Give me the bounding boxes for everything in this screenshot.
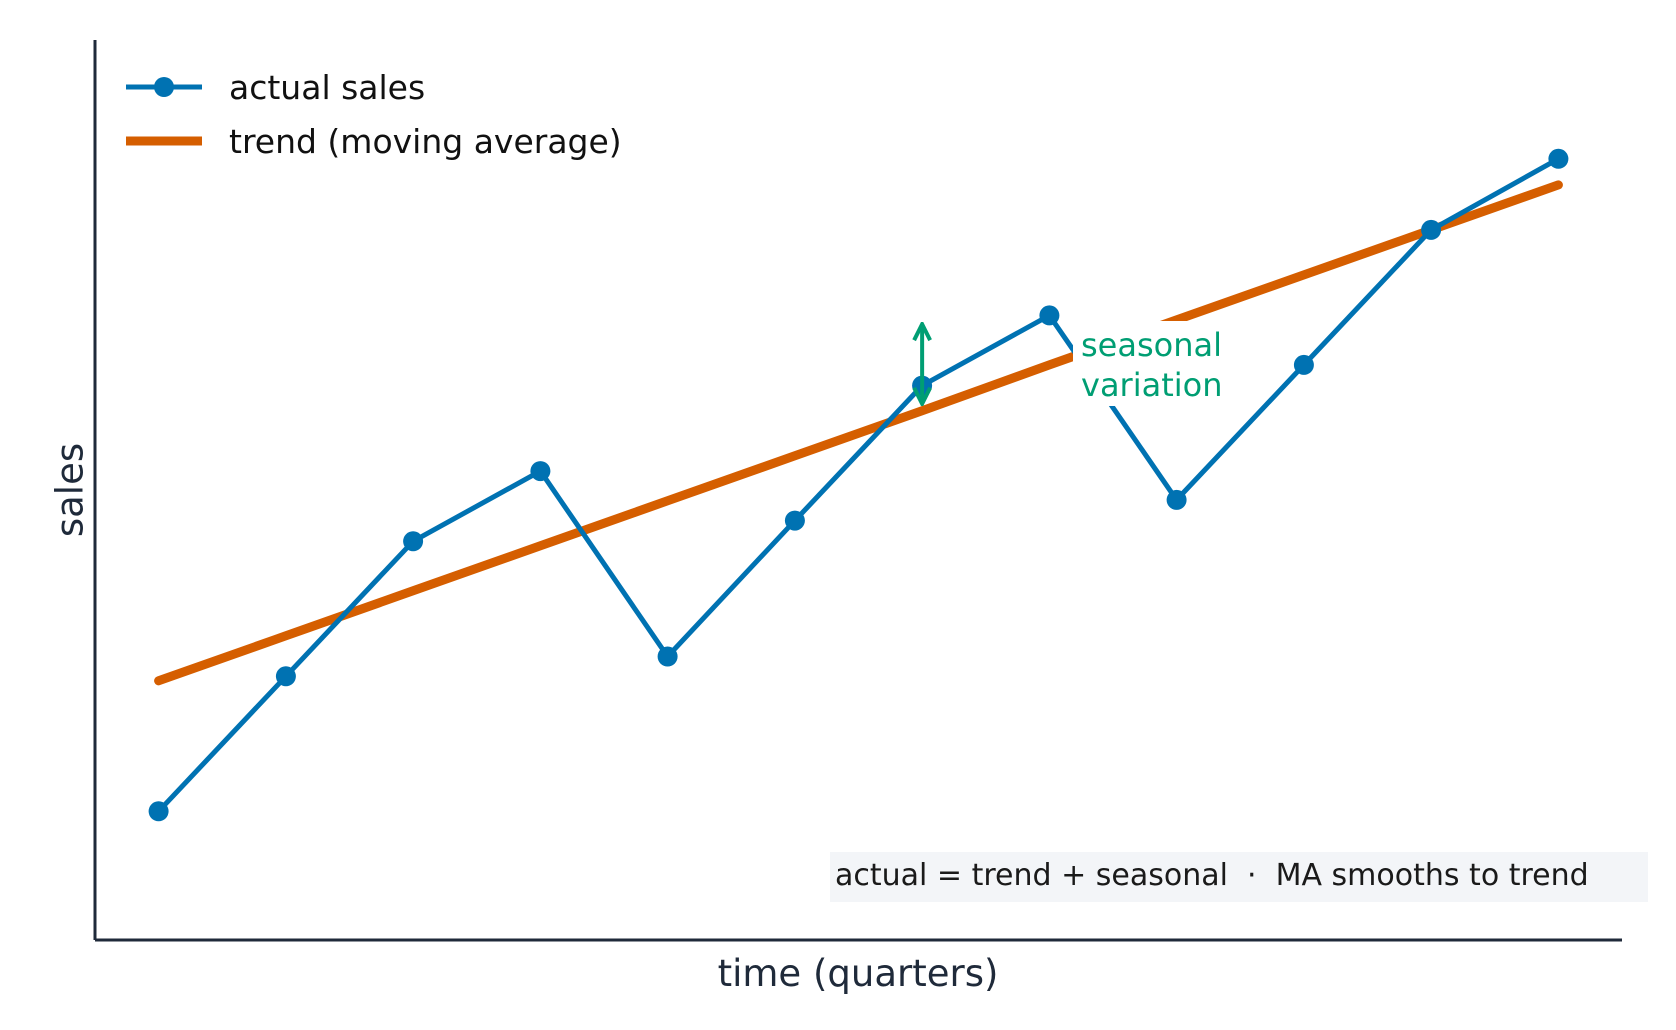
note-box: actual = trend + seasonal · MA smooths t… xyxy=(830,852,1648,902)
actual-sales-point xyxy=(403,531,424,552)
trend-series xyxy=(154,180,1563,686)
note-text: actual = trend + seasonal · MA smooths t… xyxy=(835,858,1589,893)
actual-sales-point xyxy=(275,666,296,687)
trend-line xyxy=(154,180,1563,686)
legend-label-trend: trend (moving average) xyxy=(229,122,622,161)
note-background xyxy=(830,852,1648,902)
actual-sales-point xyxy=(530,461,551,482)
seasonal-annotation: seasonal variation xyxy=(922,321,1237,406)
legend-label-actual-sales: actual sales xyxy=(229,68,425,107)
seasonal-label-background xyxy=(1073,321,1237,406)
actual-sales-line xyxy=(156,156,1560,814)
actual-sales-point xyxy=(1166,489,1187,510)
x-axis-label: time (quarters) xyxy=(718,952,999,995)
seasonal-label-line-2: variation xyxy=(1081,366,1223,404)
seasonal-label-line-1: seasonal xyxy=(1081,326,1222,364)
y-axis-label: sales xyxy=(49,443,92,537)
actual-sales-point xyxy=(657,646,678,667)
actual-sales-point xyxy=(1039,305,1060,326)
actual-sales-point xyxy=(1293,354,1314,375)
actual-sales-point xyxy=(784,510,805,531)
legend: actual sales trend (moving average) xyxy=(126,68,622,161)
actual-sales-series xyxy=(148,148,1569,822)
actual-sales-point xyxy=(148,801,169,822)
actual-sales-point xyxy=(1421,219,1442,240)
actual-sales-point xyxy=(1548,148,1569,169)
legend-marker-actual-sales xyxy=(154,77,174,97)
